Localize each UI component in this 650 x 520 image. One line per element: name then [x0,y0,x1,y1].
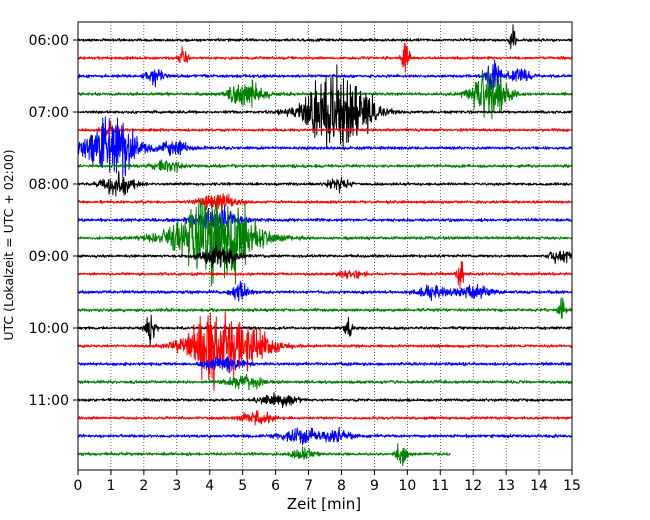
x-tick-label: 10 [398,478,416,494]
x-tick-label: 12 [464,478,482,494]
x-tick-label: 0 [74,478,83,494]
x-tick-label: 4 [205,478,214,494]
seismogram-traces [77,24,573,467]
x-tick-label: 14 [530,478,548,494]
x-tick-label: 11 [431,478,449,494]
trace-1145 [77,443,451,467]
trace-0915 [77,261,573,290]
trace-0600 [77,24,573,50]
x-tick-label: 1 [106,478,115,494]
trace-1015 [77,311,573,391]
trace-0800 [77,170,573,197]
y-tick-label: 11:00 [29,393,69,409]
trace-0930 [77,280,573,302]
trace-1030 [77,356,573,374]
trace-0945 [77,297,573,320]
x-tick-label: 8 [337,478,346,494]
x-tick-label: 7 [304,478,313,494]
x-tick-label: 9 [370,478,379,494]
y-tick-label: 10:00 [29,321,69,337]
trace-1130 [77,426,573,446]
y-tick-label: 09:00 [29,249,69,265]
trace-0815 [77,192,573,214]
trace-1100 [77,392,573,408]
trace-0700 [77,64,573,150]
trace-1115 [77,410,573,426]
trace-0830 [77,205,573,232]
x-tick-label: 15 [563,478,581,494]
x-axis-label: Zeit [min] [287,495,361,513]
x-tick-label: 2 [139,478,148,494]
trace-1045 [77,373,573,391]
trace-0730 [77,116,573,179]
x-tick-label: 3 [172,478,181,494]
trace-1000 [77,314,573,346]
trace-0845 [77,197,573,287]
axes-frame [77,21,573,471]
y-tick-label: 06:00 [29,33,69,49]
axes: 0 1 2 3 4 5 6 7 8 9 10 11 12 13 14 1506:0007:0008:0009:… [29,21,581,494]
x-tick-label: 5 [238,478,247,494]
trace-0745 [77,159,573,173]
trace-0900 [77,241,573,269]
trace-0615 [77,43,573,73]
x-tick-label: 13 [497,478,515,494]
y-tick-label: 08:00 [29,177,69,193]
y-tick-label: 07:00 [29,105,69,121]
trace-0715 [77,120,573,137]
y-axis-label: UTC (Lokalzeit = UTC + 02:00) [1,149,16,340]
x-tick-label: 6 [271,478,280,494]
